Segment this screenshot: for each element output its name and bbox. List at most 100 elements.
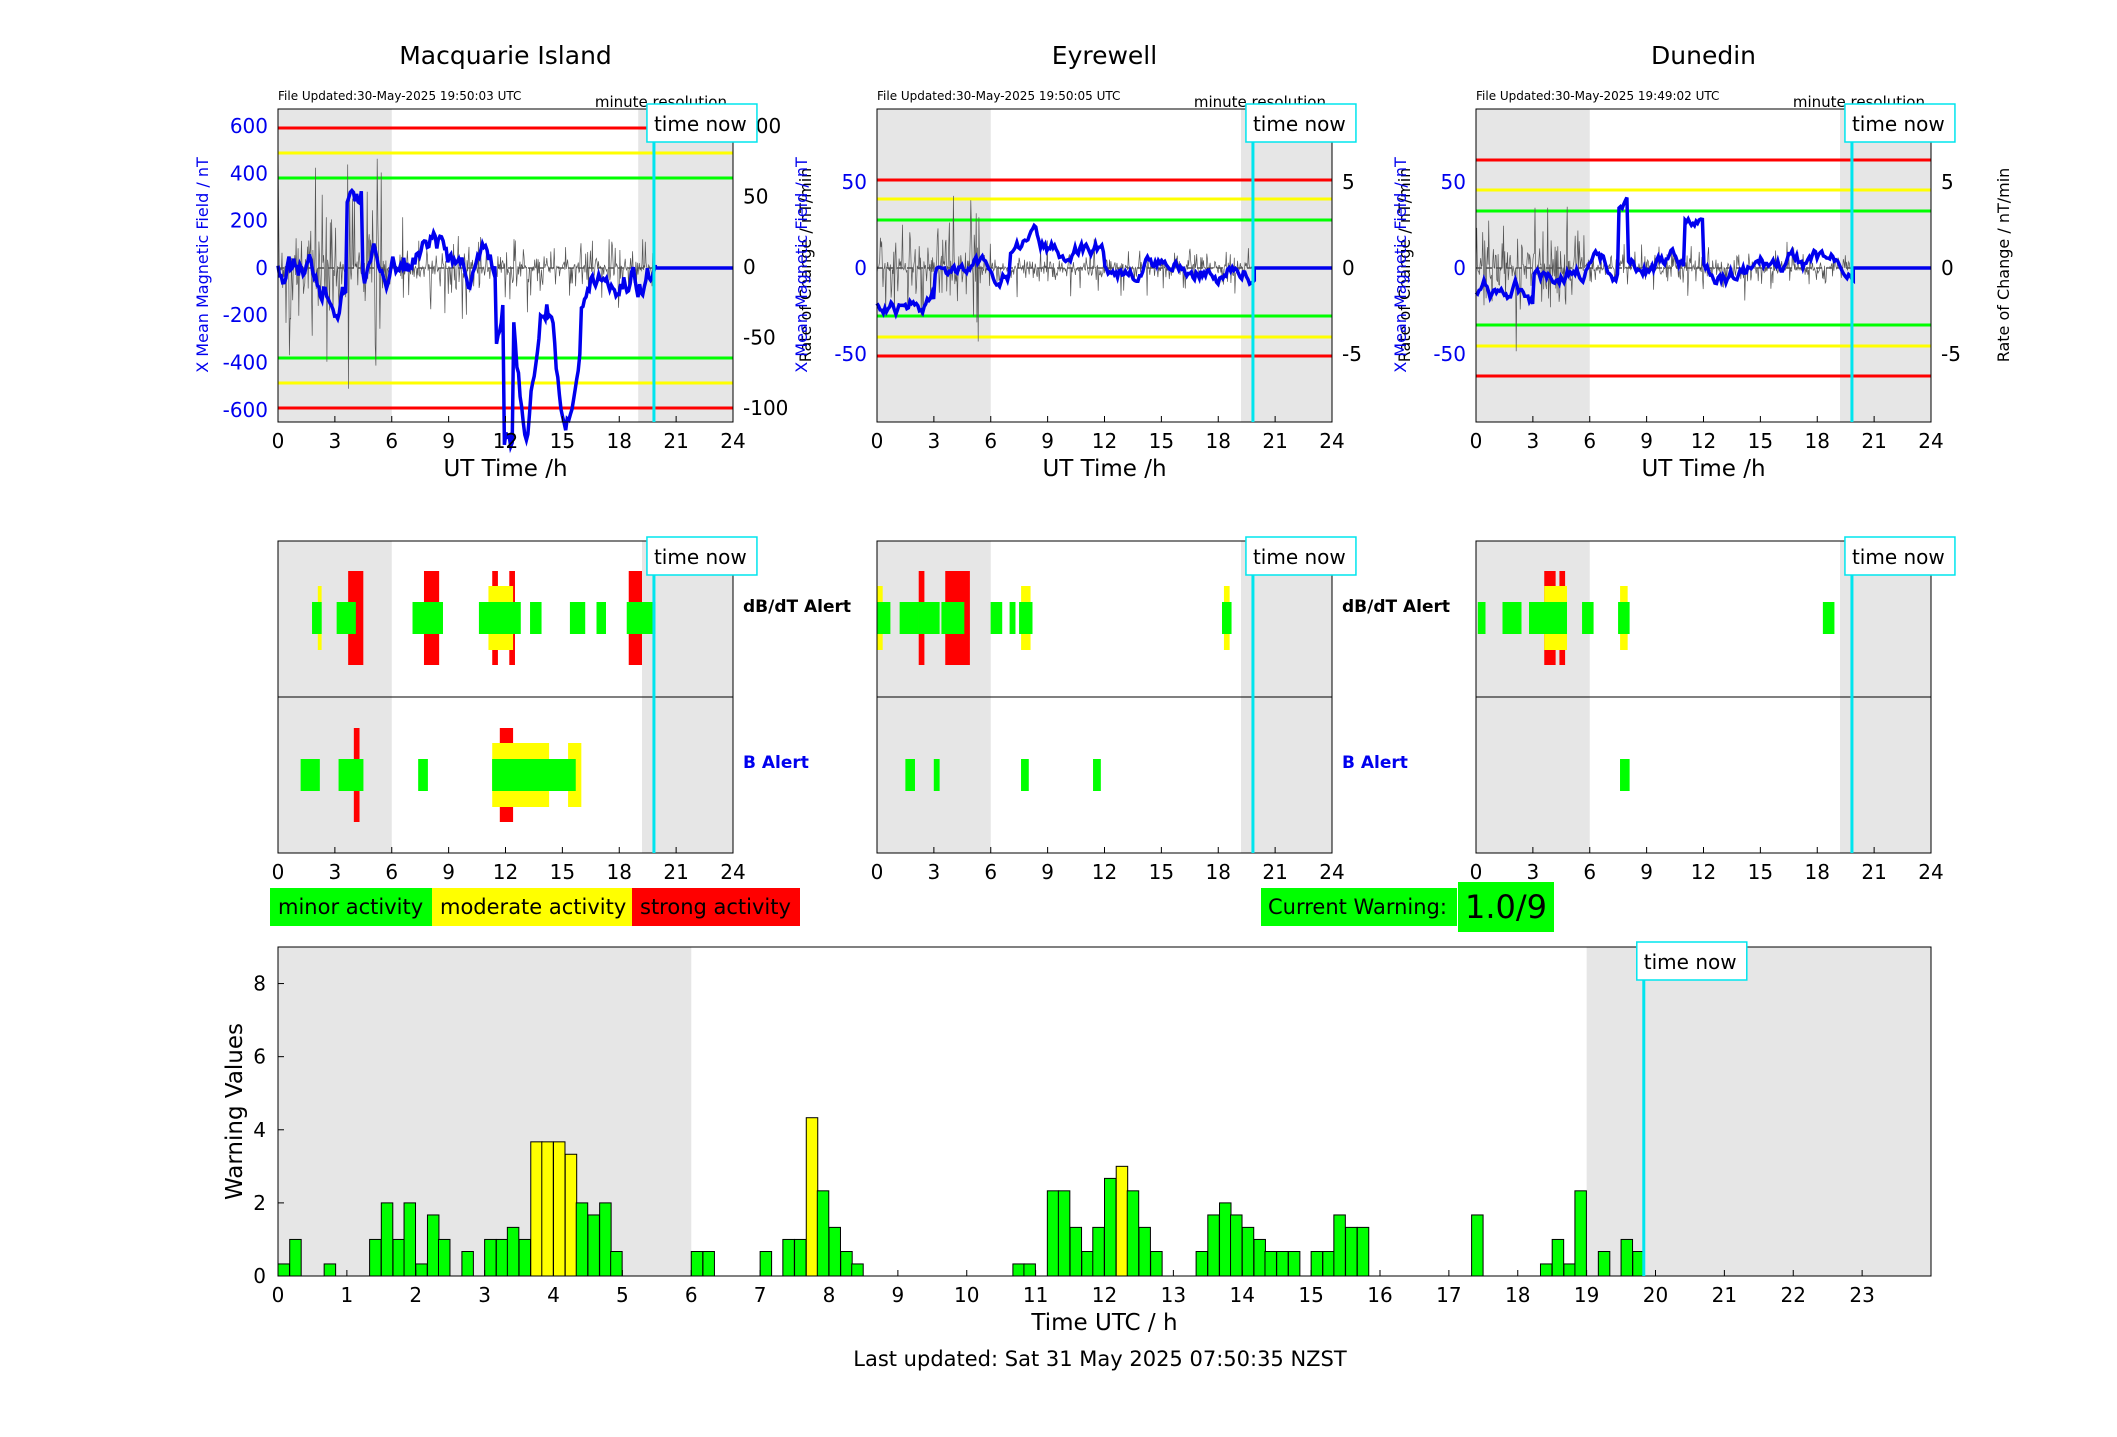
left-tick-label: 0 [1453,256,1466,280]
warning-bar [403,1202,417,1277]
warning-bar [564,1153,578,1277]
warning-bar [1310,1251,1324,1277]
x-tick-label: 15 [1748,429,1773,453]
x-tick-label: 9 [1640,860,1653,884]
x-tick-label: 3 [928,429,941,453]
x-tick-label: 15 [1149,429,1174,453]
alert-panel-2: 0 3 6 9 12 15 18 21 24 dB/dT Alert B Alert time now [871,536,1450,884]
warning-bar [553,1141,566,1277]
x-tick-label: 0 [1470,429,1483,453]
shade-night [1586,947,1931,1276]
x-tick-label: 15 [1149,860,1174,884]
current-warning-value-box [1458,882,1554,932]
alert-panels: 0 3 6 9 12 15 18 21 24 dB/dT Alert B Alert time now… [272,536,1956,884]
x-tick-label: 11 [1023,1283,1048,1307]
x-tick-label: 12 [1092,860,1117,884]
warning-bar [1195,1251,1209,1277]
warning-bar [1092,1226,1105,1277]
warning-bar [415,1263,428,1277]
legend-moderate-swatch [432,888,632,926]
alert-strip-dbdt-minor [530,602,542,634]
y-tick-label: 2 [253,1191,266,1215]
warning-bar [1057,1190,1071,1277]
warning-bar [369,1238,382,1277]
x-tick-label: 24 [1319,860,1344,884]
alert-strip-dbdt-minor [1618,602,1630,634]
x-tick-label: 14 [1230,1283,1255,1307]
x-tick-label: 18 [1505,1283,1530,1307]
x-tick-label: 8 [823,1283,836,1307]
left-tick-label: -200 [223,303,268,327]
warning-bar [1069,1226,1083,1277]
x-tick-label: 18 [1206,429,1231,453]
x-tick-label: 24 [1319,429,1344,453]
legend-strong-label: strong activity [640,895,791,919]
right-tick-label: -50 [743,326,776,350]
y-tick-label: 0 [253,1264,266,1288]
x-tick-label: 5 [616,1283,629,1307]
x-tick-label: 0 [871,429,884,453]
x-tick-label: 18 [1206,860,1231,884]
x-tick-label: 15 [550,429,575,453]
right-tick-label: -100 [743,396,788,420]
left-tick-label: 0 [854,256,867,280]
warning-bar [1046,1190,1060,1277]
x-tick-label: 22 [1781,1283,1806,1307]
warning-bar [610,1251,623,1277]
time-now-label: time now [1644,950,1737,974]
x-axis-label: UT Time /h [1641,456,1765,482]
file-updated-text: File Updated:30-May-2025 19:49:02 UTC [1476,89,1719,103]
x-tick-label: 12 [1092,1283,1117,1307]
alert-strip-dbdt-minor [596,602,606,634]
warning-bar [518,1238,532,1277]
y-tick-label: 4 [253,1118,266,1142]
warning-bar [1539,1263,1553,1277]
warning-values-chart: 0 1 2 3 4 5 6 7 8 9 10 11 12 13 14 15 16 17 18 19 20 21 22 2302… [222,941,1932,1336]
x-tick-label: 6 [385,860,398,884]
x-tick-label: 0 [272,860,285,884]
alert-strip-b-minor [905,759,915,791]
warning-bar [1551,1238,1565,1277]
x-tick-label: 7 [754,1283,767,1307]
magnetometer-panel-1: Macquarie Island File Updated:30-May-2025… [193,41,815,482]
left-tick-label: 400 [230,161,268,185]
warning-bar [541,1141,554,1277]
x-tick-label: 6 [385,429,398,453]
x-tick-label: 21 [1861,860,1886,884]
alert-strip-b-minor [1620,759,1630,791]
warning-bar [1333,1214,1346,1277]
x-tick-label: 6 [984,429,997,453]
x-tick-label: 18 [607,429,632,453]
left-tick-label: 0 [255,256,268,280]
x-tick-label: 21 [1712,1283,1737,1307]
x-tick-label: 12 [1691,860,1716,884]
x-tick-label: 6 [685,1283,698,1307]
time-now-label: time now [654,545,747,569]
x-field-trace [276,187,733,454]
warning-bar [1322,1251,1335,1277]
warning-bar [794,1238,807,1277]
station-title: Macquarie Island [399,41,612,70]
alert-strip-dbdt-minor [336,602,356,634]
warning-bar [1471,1214,1484,1277]
time-now-label: time now [1253,545,1346,569]
warning-bar [587,1214,600,1277]
station-title: Eyrewell [1052,41,1157,70]
time-now-box [1844,536,1956,576]
shade-night [278,947,692,1276]
left-tick-label: -50 [834,342,867,366]
left-tick-label: 600 [230,114,268,138]
warning-bar [289,1238,302,1277]
x-tick-label: 21 [663,860,688,884]
alert-strip-dbdt-minor [877,602,891,634]
x-tick-label: 12 [493,429,518,453]
warning-bar [1264,1251,1277,1277]
x-tick-label: 6 [1583,429,1596,453]
left-axis-label: X Mean Magnetic Field / nT [1391,157,1410,373]
warning-bar [484,1238,497,1277]
warning-bar [816,1190,830,1277]
alert-strip-dbdt-minor [478,602,521,634]
warning-bar [1356,1226,1370,1277]
alert-strip-b-minor [300,759,320,791]
x-tick-label: 2 [409,1283,422,1307]
